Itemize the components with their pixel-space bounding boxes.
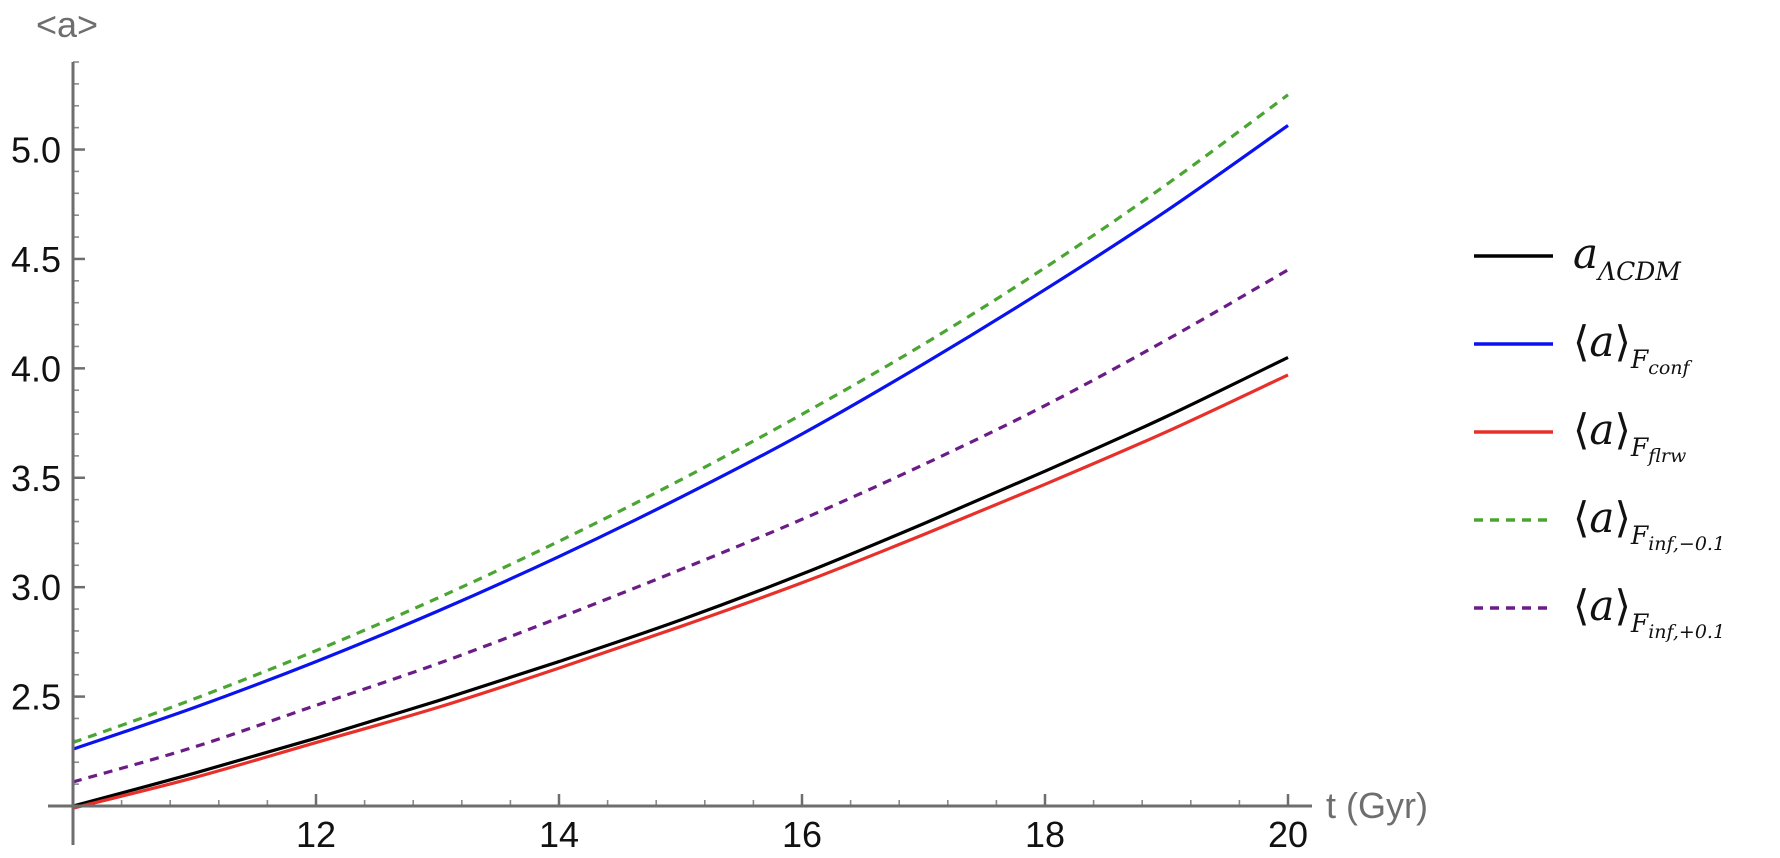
legend-item-2: ⟨a⟩Fconf (1474, 317, 1693, 379)
legend-label: aΛCDM (1573, 229, 1682, 286)
series-line-2 (72, 124, 1289, 751)
legend-item-4: ⟨a⟩Finf,−0.1 (1474, 493, 1725, 555)
y-tick-label: 4.0 (11, 348, 61, 389)
x-tick-label: 14 (539, 814, 579, 855)
legend-item-1: aΛCDM (1474, 229, 1682, 286)
y-tick-label: 5.0 (11, 130, 61, 171)
major-ticks (73, 148, 1290, 806)
x-tick-label: 12 (296, 814, 336, 855)
legend-item-3: ⟨a⟩Fflrw (1474, 405, 1686, 467)
tick-labels: 12 14 16 18 20 2.5 3.0 3.5 4.0 4.5 5.0 (11, 130, 1308, 855)
y-tick-label: 3.0 (11, 567, 61, 608)
legend-label: ⟨a⟩Fconf (1573, 317, 1693, 379)
legend-label: ⟨a⟩Finf,+0.1 (1573, 581, 1725, 643)
y-axis-title: <a> (36, 4, 98, 45)
series-line-3 (72, 373, 1289, 810)
y-tick-label: 2.5 (11, 677, 61, 718)
legend-label: ⟨a⟩Finf,−0.1 (1573, 493, 1725, 555)
x-tick-label: 18 (1025, 814, 1065, 855)
x-tick-label: 16 (782, 814, 822, 855)
y-tick-label: 3.5 (11, 458, 61, 499)
x-axis-title: t (Gyr) (1326, 785, 1428, 826)
series-line-5 (72, 268, 1289, 784)
legend: aΛCDM ⟨a⟩Fconf ⟨a⟩Fflrw ⟨a⟩Finf,−0.1 ⟨a⟩Finf… (1474, 229, 1725, 643)
x-tick-label: 20 (1268, 814, 1308, 855)
legend-label: ⟨a⟩Fflrw (1573, 405, 1686, 467)
series-layer (72, 93, 1289, 810)
axes (48, 62, 1312, 845)
series-line-4 (72, 93, 1289, 745)
legend-item-5: ⟨a⟩Finf,+0.1 (1474, 581, 1725, 643)
minor-ticks (72, 61, 1289, 807)
y-tick-label: 4.5 (11, 239, 61, 280)
series-line-1 (72, 355, 1289, 808)
